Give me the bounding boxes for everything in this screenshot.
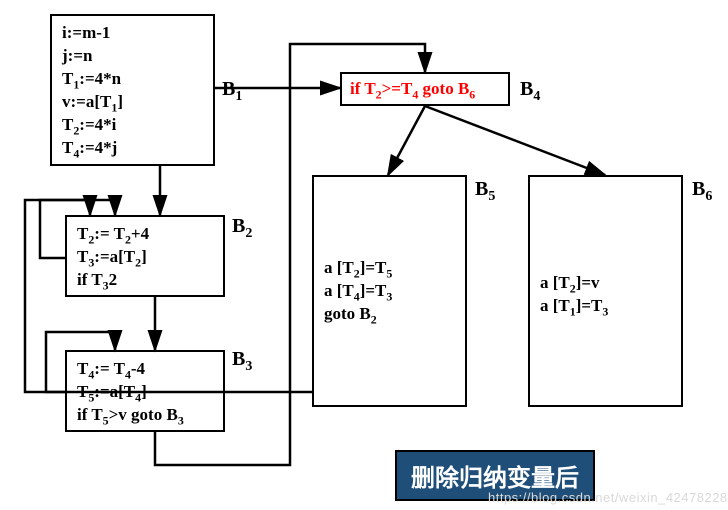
- b3-line-1: T5:=a[T4]: [77, 381, 213, 404]
- label-b3: B3: [232, 348, 252, 371]
- b2-line-1: T3:=a[T2]: [77, 246, 213, 269]
- b3-line-2: if T5>v goto B3: [77, 404, 213, 427]
- node-b4: if T2>=T4 goto B6: [340, 72, 510, 106]
- b3-line-0: T4:= T4-4: [77, 358, 213, 381]
- edge-b4-b6: [425, 106, 605, 175]
- b2-line-2: if T32: [77, 269, 213, 292]
- node-b3: T4:= T4-4 T5:=a[T4] if T5>v goto B3: [65, 350, 225, 432]
- label-b5: B5: [475, 178, 495, 201]
- label-b1: B1: [222, 78, 242, 101]
- node-b2: T2:= T2+4 T3:=a[T2] if T32: [65, 215, 225, 297]
- node-b5: a [T2]=T5 a [T4]=T3 goto B2: [312, 175, 467, 407]
- b1-line-0: i:=m-1: [62, 22, 203, 45]
- b2-line-0: T2:= T2+4: [77, 223, 213, 246]
- b4-line-0: if T2>=T4 goto B6: [350, 78, 500, 101]
- label-b4: B4: [520, 78, 540, 101]
- b1-line-4: T2:=4*i: [62, 114, 203, 137]
- node-b6: a [T2]=v a [T1]=T3: [528, 175, 683, 407]
- b1-line-5: T4:=4*j: [62, 137, 203, 160]
- b5-line-1: a [T4]=T3: [324, 280, 455, 303]
- edge-b4-b5: [388, 106, 425, 175]
- flowchart-canvas: i:=m-1 j:=n T1:=4*n v:=a[T1] T2:=4*i T4:…: [0, 0, 728, 510]
- b6-line-1: a [T1]=T3: [540, 295, 671, 318]
- b1-line-1: j:=n: [62, 45, 203, 68]
- b6-line-0: a [T2]=v: [540, 272, 671, 295]
- node-b1: i:=m-1 j:=n T1:=4*n v:=a[T1] T2:=4*i T4:…: [50, 14, 215, 166]
- b5-line-0: a [T2]=T5: [324, 257, 455, 280]
- label-b6: B6: [692, 178, 712, 201]
- label-b2: B2: [232, 215, 252, 238]
- b1-line-2: T1:=4*n: [62, 68, 203, 91]
- b5-line-2: goto B2: [324, 303, 455, 326]
- watermark-text: https://blog.csdn.net/weixin_42478228: [488, 490, 728, 505]
- b1-line-3: v:=a[T1]: [62, 91, 203, 114]
